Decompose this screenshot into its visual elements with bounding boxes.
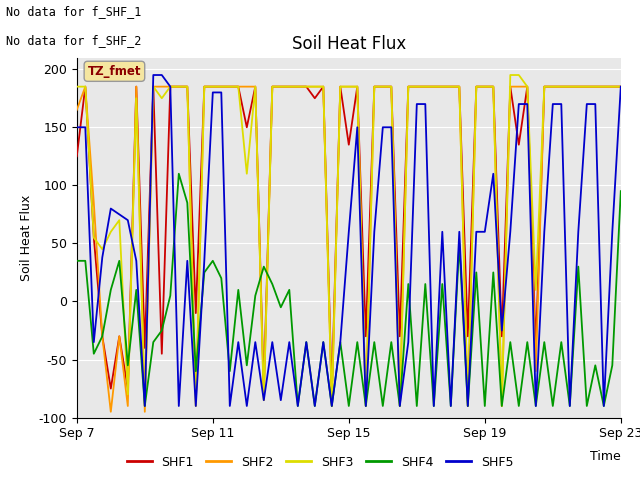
Text: Time: Time: [590, 450, 621, 463]
Text: No data for f_SHF_2: No data for f_SHF_2: [6, 34, 142, 47]
Title: Soil Heat Flux: Soil Heat Flux: [292, 35, 406, 53]
Text: No data for f_SHF_1: No data for f_SHF_1: [6, 5, 142, 18]
Legend: SHF1, SHF2, SHF3, SHF4, SHF5: SHF1, SHF2, SHF3, SHF4, SHF5: [122, 451, 518, 474]
Text: TZ_fmet: TZ_fmet: [88, 65, 141, 78]
Y-axis label: Soil Heat Flux: Soil Heat Flux: [20, 194, 33, 281]
